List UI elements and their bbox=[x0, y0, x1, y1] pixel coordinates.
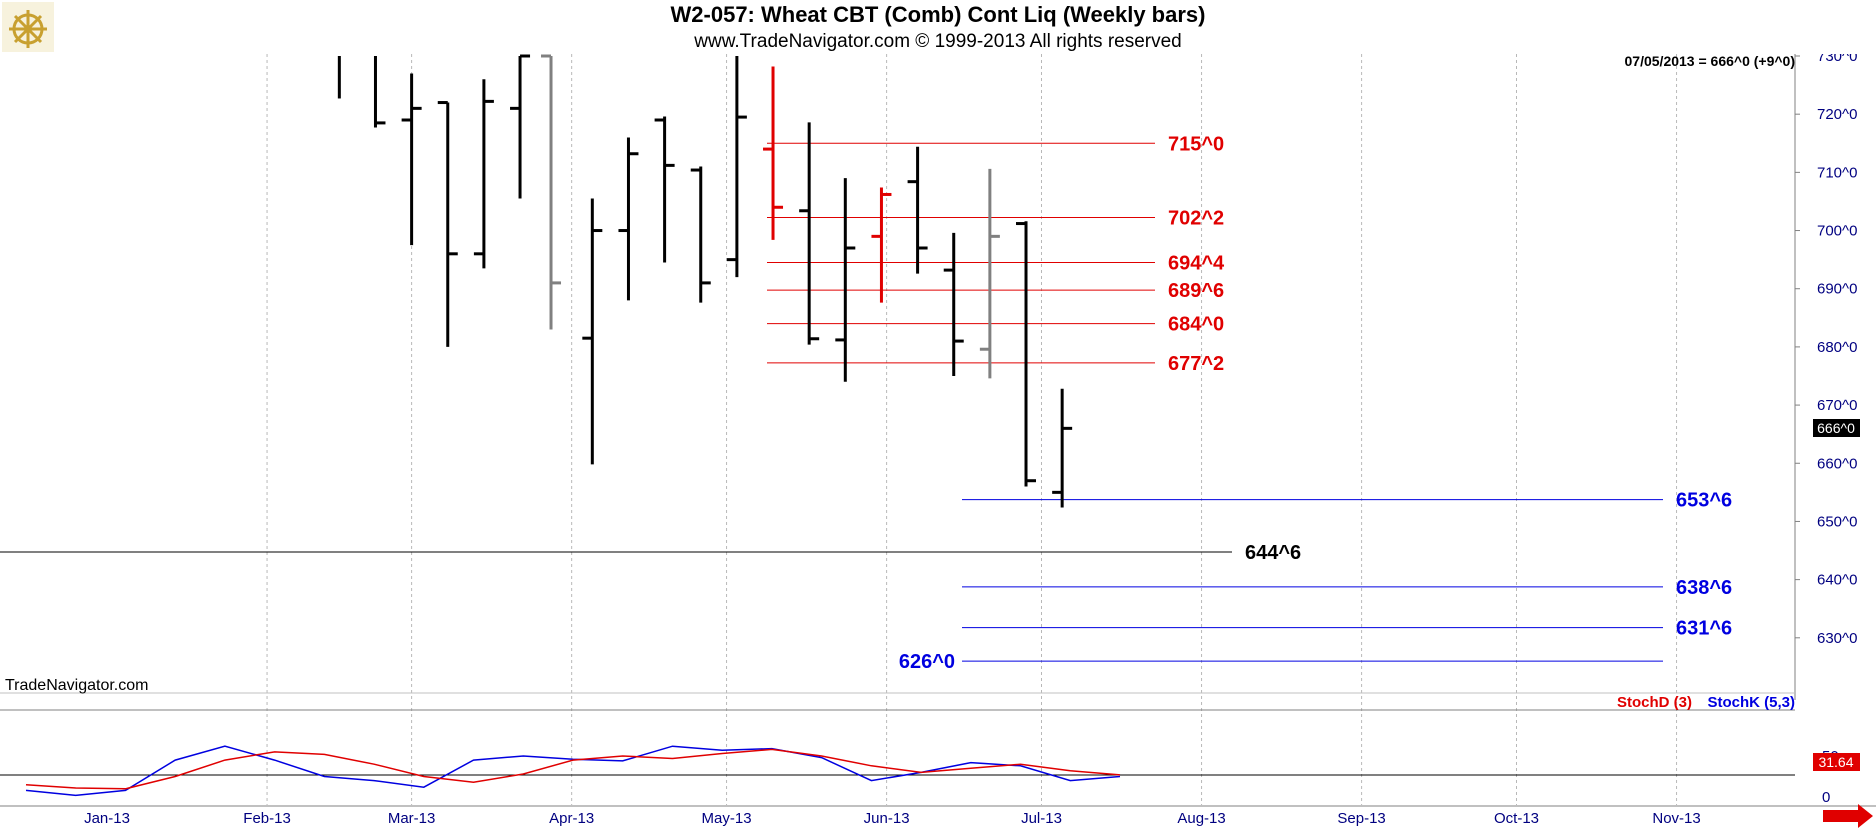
right-arrow-icon[interactable] bbox=[1823, 804, 1873, 828]
chart-title: W2-057: Wheat CBT (Comb) Cont Liq (Weekl… bbox=[670, 2, 1206, 27]
date-axis-ticks: Jan-13 Feb-13 Mar-13 Apr-13 May-13 Jun-13 Jul-… bbox=[84, 810, 1701, 827]
price-tick-label: 690^0 bbox=[1817, 281, 1857, 298]
level-label: 644^6 bbox=[1245, 542, 1301, 564]
date-tick-label: Jun-13 bbox=[864, 810, 910, 827]
price-tick-label: 630^0 bbox=[1817, 630, 1857, 647]
level-label: 631^6 bbox=[1676, 618, 1732, 640]
date-tick-label: Mar-13 bbox=[388, 810, 436, 827]
date-tick-label: Apr-13 bbox=[549, 810, 594, 827]
date-tick-label: Aug-13 bbox=[1177, 810, 1225, 827]
stoch-tick-label: 0 bbox=[1822, 789, 1830, 806]
level-label: 702^2 bbox=[1168, 207, 1224, 229]
price-tick-label: 660^0 bbox=[1817, 455, 1857, 472]
date-tick-label: May-13 bbox=[702, 810, 752, 827]
price-tick-label: 720^0 bbox=[1817, 106, 1857, 123]
stoch-k-line bbox=[25, 745, 1121, 797]
level-label: 638^6 bbox=[1676, 577, 1732, 599]
level-label: 694^4 bbox=[1168, 253, 1225, 275]
stoch-k-legend: StochK (5,3) bbox=[1707, 694, 1795, 711]
chart-subtitle: www.TradeNavigator.com © 1999-2013 All r… bbox=[694, 31, 1182, 52]
date-tick-label: Feb-13 bbox=[243, 810, 291, 827]
watermark: TradeNavigator.com bbox=[5, 677, 148, 694]
stochastic-panel: 500 bbox=[0, 745, 1839, 806]
price-levels: 715^0 702^2 694^4 689^6 684^0 677^2 653^6 644^6… bbox=[0, 133, 1732, 673]
stoch-last-value-tag: 31.64 bbox=[1813, 753, 1860, 771]
price-tick-label: 670^0 bbox=[1817, 397, 1857, 414]
price-tick-label: 710^0 bbox=[1817, 164, 1857, 181]
stoch-d-line bbox=[25, 748, 1121, 790]
price-tick-label: 680^0 bbox=[1817, 339, 1857, 356]
level-label: 684^0 bbox=[1168, 314, 1224, 336]
date-tick-label: Nov-13 bbox=[1652, 810, 1700, 827]
stoch-last-value: 31.64 bbox=[1818, 754, 1853, 770]
date-tick-label: Jul-13 bbox=[1021, 810, 1062, 827]
ship-wheel-logo-icon bbox=[2, 2, 54, 52]
chart-header: W2-057: Wheat CBT (Comb) Cont Liq (Weekl… bbox=[0, 0, 1876, 54]
level-label: 653^6 bbox=[1676, 490, 1732, 512]
last-price-tag-text: 666^0 bbox=[1817, 420, 1855, 436]
price-bars bbox=[337, 54, 1073, 508]
date-tick-label: Sep-13 bbox=[1337, 810, 1385, 827]
level-label: 715^0 bbox=[1168, 133, 1224, 155]
grid-lines bbox=[266, 54, 1678, 805]
price-tick-label: 640^0 bbox=[1817, 572, 1857, 589]
price-tick-label: 700^0 bbox=[1817, 223, 1857, 240]
price-tick-label: 650^0 bbox=[1817, 513, 1857, 530]
level-label: 677^2 bbox=[1168, 353, 1224, 375]
quote-info: 07/05/2013 = 666^0 (+9^0) bbox=[1625, 53, 1795, 69]
level-label: 689^6 bbox=[1168, 280, 1224, 302]
stoch-d-legend: StochD (3) bbox=[1617, 694, 1692, 711]
axes bbox=[0, 54, 1876, 807]
date-tick-label: Oct-13 bbox=[1494, 810, 1539, 827]
last-price-tag: 666^0 bbox=[1813, 419, 1860, 437]
level-label: 626^0 bbox=[899, 651, 955, 673]
date-tick-label: Jan-13 bbox=[84, 810, 130, 827]
